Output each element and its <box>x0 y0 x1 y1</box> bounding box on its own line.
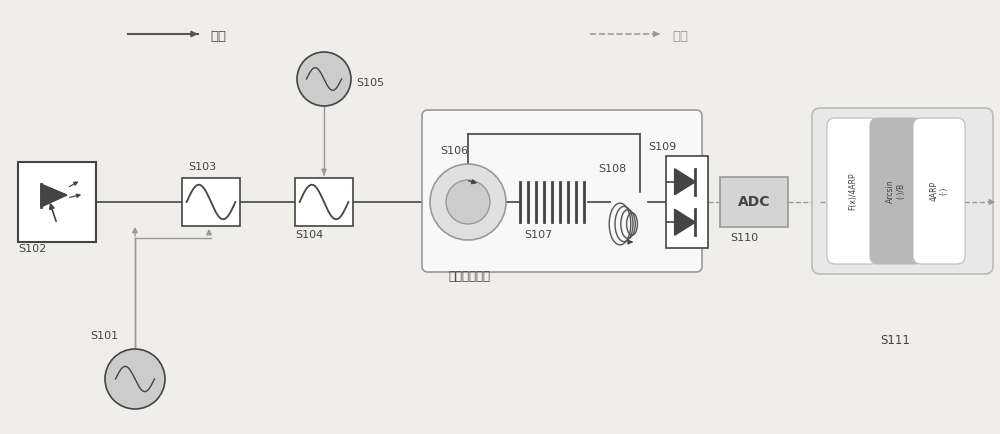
Circle shape <box>430 164 506 240</box>
FancyBboxPatch shape <box>666 156 708 248</box>
FancyBboxPatch shape <box>182 178 240 226</box>
Polygon shape <box>41 184 67 207</box>
Text: S108: S108 <box>598 164 626 174</box>
Polygon shape <box>675 209 695 235</box>
Text: S109: S109 <box>648 142 676 152</box>
Text: S101: S101 <box>90 331 118 341</box>
Text: S105: S105 <box>356 78 384 88</box>
FancyBboxPatch shape <box>18 162 96 242</box>
Text: S104: S104 <box>295 230 323 240</box>
FancyBboxPatch shape <box>870 118 922 264</box>
FancyBboxPatch shape <box>295 178 353 226</box>
Text: S103: S103 <box>188 162 216 172</box>
Text: 电路: 电路 <box>672 30 688 43</box>
Text: 增益提高模块: 增益提高模块 <box>448 270 490 283</box>
Text: Arcsin
(·)/B: Arcsin (·)/B <box>886 179 906 203</box>
FancyBboxPatch shape <box>422 110 702 272</box>
FancyBboxPatch shape <box>827 118 879 264</box>
FancyBboxPatch shape <box>913 118 965 264</box>
Text: S106: S106 <box>440 146 468 156</box>
Polygon shape <box>675 169 695 195</box>
Text: S102: S102 <box>18 244 46 254</box>
FancyBboxPatch shape <box>720 177 788 227</box>
Text: S111: S111 <box>880 334 910 347</box>
Text: S107: S107 <box>524 230 552 240</box>
Circle shape <box>297 52 351 106</box>
Text: F(x)/4ARP: F(x)/4ARP <box>848 172 858 210</box>
Text: S110: S110 <box>730 233 758 243</box>
Text: 光路: 光路 <box>210 30 226 43</box>
FancyBboxPatch shape <box>812 108 993 274</box>
Text: 4ARP
(·): 4ARP (·) <box>929 181 949 201</box>
Circle shape <box>105 349 165 409</box>
Text: ADC: ADC <box>738 195 770 209</box>
Circle shape <box>446 180 490 224</box>
